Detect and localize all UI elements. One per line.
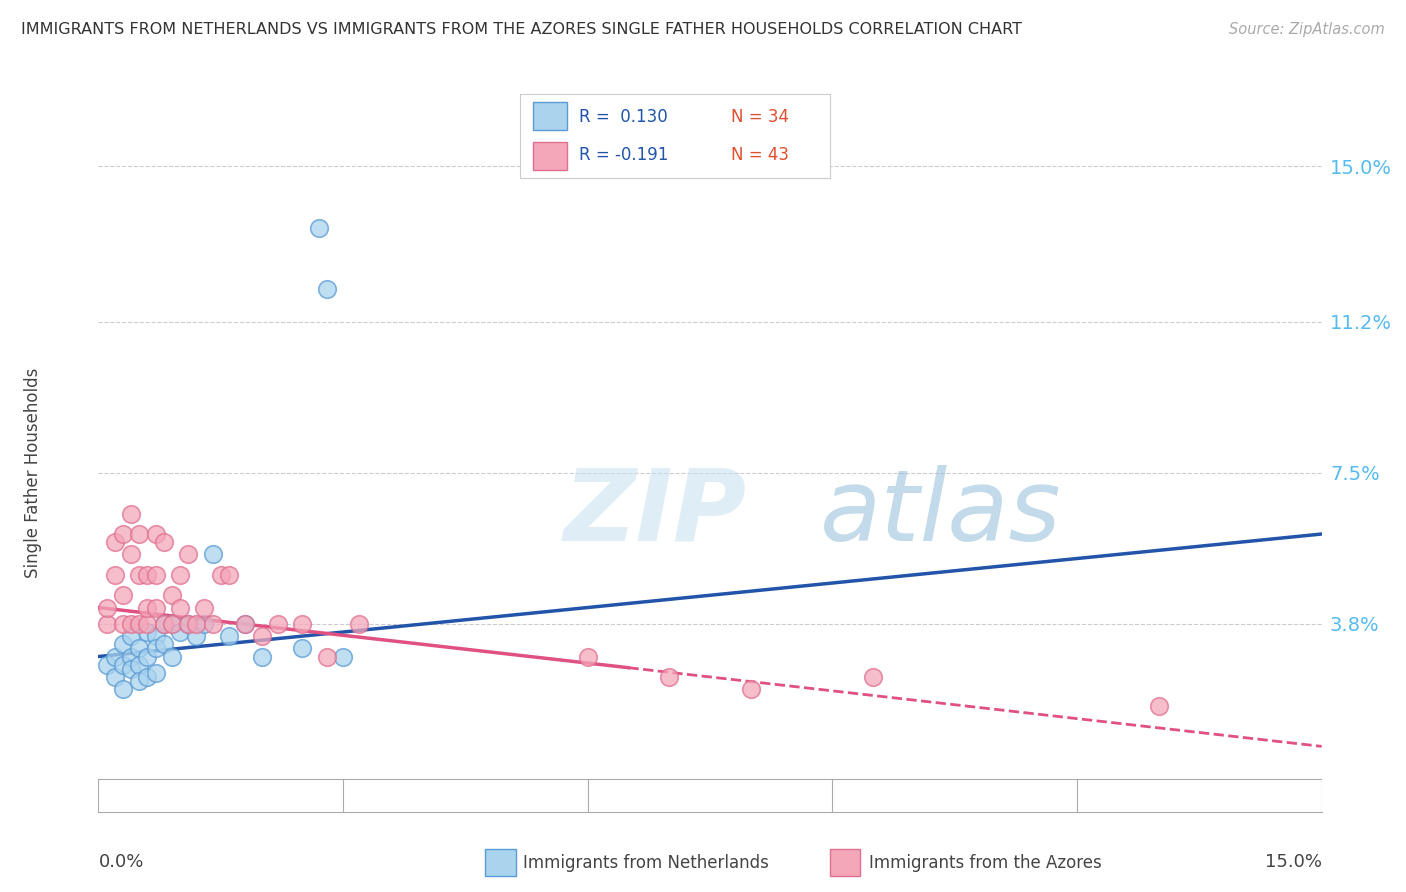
Point: [740, 682, 762, 697]
Point: [145, 665, 167, 680]
Point: [218, 567, 240, 582]
Point: [96, 616, 118, 631]
Point: [128, 657, 150, 672]
Point: [145, 641, 167, 656]
Point: [201, 616, 224, 631]
Point: [658, 670, 681, 684]
Point: [96, 657, 118, 672]
Point: [111, 588, 134, 602]
Point: [120, 662, 142, 676]
FancyBboxPatch shape: [533, 142, 567, 169]
Text: 0.0%: 0.0%: [98, 853, 143, 871]
Text: Source: ZipAtlas.com: Source: ZipAtlas.com: [1229, 22, 1385, 37]
Point: [104, 535, 127, 549]
Point: [160, 588, 183, 602]
FancyBboxPatch shape: [533, 103, 567, 130]
Point: [218, 629, 240, 643]
Point: [120, 548, 142, 562]
Point: [136, 600, 159, 615]
Point: [128, 527, 150, 541]
Point: [111, 682, 134, 697]
Text: N = 34: N = 34: [731, 108, 789, 126]
Point: [177, 616, 200, 631]
Point: [201, 548, 224, 562]
Point: [332, 649, 354, 664]
Point: [152, 637, 174, 651]
Point: [267, 616, 290, 631]
Point: [104, 567, 127, 582]
Point: [128, 641, 150, 656]
Point: [145, 600, 167, 615]
Text: Immigrants from the Azores: Immigrants from the Azores: [869, 854, 1102, 871]
Point: [160, 649, 183, 664]
Point: [145, 629, 167, 643]
Point: [233, 616, 256, 631]
Point: [186, 616, 208, 631]
Point: [233, 616, 256, 631]
Text: N = 43: N = 43: [731, 145, 789, 163]
Text: R = -0.191: R = -0.191: [579, 145, 668, 163]
Point: [111, 637, 134, 651]
Point: [136, 670, 159, 684]
Point: [193, 600, 215, 615]
Point: [576, 649, 599, 664]
Text: Single Father Households: Single Father Households: [24, 368, 42, 578]
Point: [128, 567, 150, 582]
Point: [136, 616, 159, 631]
Point: [160, 616, 183, 631]
Point: [193, 616, 215, 631]
Point: [186, 629, 208, 643]
Point: [862, 670, 884, 684]
Point: [209, 567, 232, 582]
Point: [291, 641, 314, 656]
Point: [152, 535, 174, 549]
Point: [349, 616, 371, 631]
Point: [120, 507, 142, 521]
Point: [120, 649, 142, 664]
Point: [136, 567, 159, 582]
Point: [136, 625, 159, 640]
Text: R =  0.130: R = 0.130: [579, 108, 668, 126]
Point: [160, 616, 183, 631]
Text: Immigrants from Netherlands: Immigrants from Netherlands: [523, 854, 769, 871]
Point: [111, 616, 134, 631]
Text: atlas: atlas: [820, 465, 1062, 562]
Point: [250, 649, 273, 664]
Point: [152, 616, 174, 631]
Point: [291, 616, 314, 631]
Point: [315, 282, 337, 296]
Point: [136, 649, 159, 664]
Point: [177, 548, 200, 562]
Point: [169, 567, 191, 582]
Point: [120, 616, 142, 631]
Point: [1147, 698, 1170, 713]
Point: [104, 670, 127, 684]
Point: [308, 220, 330, 235]
Point: [96, 600, 118, 615]
Point: [145, 567, 167, 582]
Point: [104, 649, 127, 664]
Point: [169, 600, 191, 615]
Text: IMMIGRANTS FROM NETHERLANDS VS IMMIGRANTS FROM THE AZORES SINGLE FATHER HOUSEHOL: IMMIGRANTS FROM NETHERLANDS VS IMMIGRANT…: [21, 22, 1022, 37]
Point: [177, 616, 200, 631]
Point: [152, 616, 174, 631]
Point: [111, 527, 134, 541]
Point: [169, 625, 191, 640]
Point: [128, 673, 150, 688]
Point: [128, 616, 150, 631]
Point: [111, 657, 134, 672]
Point: [145, 527, 167, 541]
Point: [250, 629, 273, 643]
Text: 15.0%: 15.0%: [1264, 853, 1322, 871]
Point: [120, 629, 142, 643]
Point: [315, 649, 337, 664]
Text: ZIP: ZIP: [564, 465, 747, 562]
